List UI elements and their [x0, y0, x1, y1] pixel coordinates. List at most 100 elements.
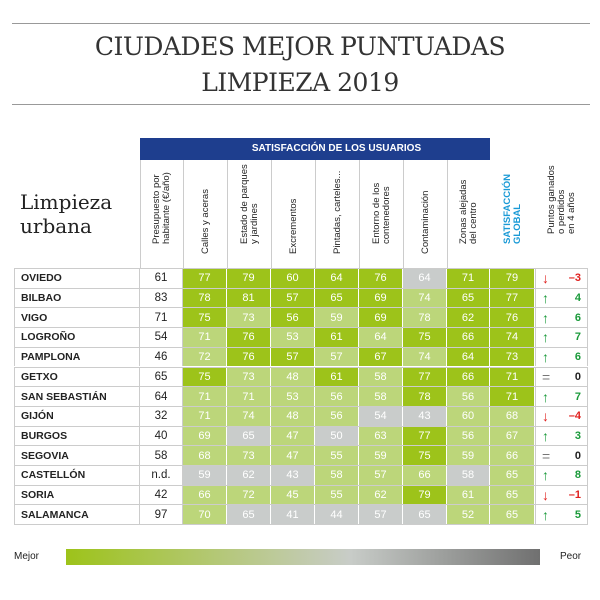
global-score-cell: 74 [490, 328, 535, 347]
budget-value: 71 [140, 308, 183, 328]
city-name: OVIEDO [14, 269, 140, 288]
score-cell: 77 [183, 269, 227, 288]
score-cell: 61 [315, 328, 359, 347]
score-cell: 59 [315, 308, 359, 328]
arrow-up-icon: ↑ [542, 290, 549, 307]
city-name: SALAMANCA [14, 505, 140, 525]
title-rule [12, 104, 590, 105]
score-cell: 64 [315, 269, 359, 288]
arrow-up-icon: ↑ [542, 309, 549, 326]
table-row: BURGOS 40 69 65 47 50 63 77 56 67 ↑ 3 [14, 425, 588, 446]
legend-gradient [66, 549, 540, 565]
score-cell: 64 [447, 347, 490, 367]
column-header-label: Pintadas, carteles... [331, 170, 343, 254]
global-score-cell: 77 [490, 288, 535, 308]
change-value: 0 [574, 370, 581, 383]
score-cell: 71 [227, 387, 271, 406]
score-cell: 72 [183, 347, 227, 367]
arrow-up-icon: ↑ [542, 349, 549, 366]
global-score-cell: 65 [490, 466, 535, 485]
table-row: BILBAO 83 78 81 57 65 69 74 65 77 ↑ 4 [14, 287, 588, 308]
score-cell: 71 [183, 387, 227, 406]
table-row: LOGROÑO 54 71 76 53 61 64 75 66 74 ↑ 7 [14, 327, 588, 347]
column-header: Puntos ganados o perdidos en 4 años [535, 160, 588, 268]
budget-value: 42 [140, 485, 183, 505]
change-value: 5 [574, 508, 581, 521]
arrow-up-icon: ↑ [542, 506, 549, 523]
city-name: SEGOVIA [14, 446, 140, 465]
city-name: GIJÓN [14, 406, 140, 426]
city-name: GETXO [14, 367, 140, 387]
score-cell: 66 [447, 367, 490, 387]
score-cell: 63 [359, 426, 403, 446]
column-header-label: Calles y aceras [199, 189, 211, 254]
score-cell: 73 [227, 308, 271, 328]
table-row: CASTELLÓN n.d. 59 62 43 58 57 66 58 65 ↑ 8 [14, 465, 588, 485]
arrow-up-icon: ↑ [542, 427, 549, 444]
score-cell: 60 [271, 269, 315, 288]
global-score-cell: 73 [490, 347, 535, 367]
change-cell: = 0 [535, 367, 588, 387]
score-cell: 58 [447, 466, 490, 485]
score-cell: 62 [447, 308, 490, 328]
budget-value: 32 [140, 406, 183, 426]
score-cell: 43 [271, 466, 315, 485]
arrow-down-icon: ↓ [542, 487, 549, 504]
column-header-label: Puntos ganados o perdidos en 4 años [545, 165, 577, 234]
score-cell: 69 [183, 426, 227, 446]
score-cell: 75 [403, 328, 447, 347]
city-name: LOGROÑO [14, 328, 140, 347]
score-cell: 73 [227, 367, 271, 387]
score-cell: 59 [183, 466, 227, 485]
score-cell: 41 [271, 505, 315, 525]
city-name: VIGO [14, 308, 140, 328]
score-cell: 64 [359, 328, 403, 347]
score-cell: 43 [403, 406, 447, 426]
score-cell: 57 [359, 505, 403, 525]
score-cell: 58 [315, 466, 359, 485]
score-cell: 71 [183, 406, 227, 426]
change-cell: ↓ –1 [535, 485, 588, 505]
score-cell: 58 [359, 367, 403, 387]
equal-icon: = [542, 368, 551, 385]
change-value: –1 [568, 489, 581, 502]
column-header-label: Zonas alejadas del centro [458, 179, 479, 244]
change-value: 4 [574, 292, 581, 305]
score-cell: 62 [359, 485, 403, 505]
score-cell: 59 [359, 446, 403, 465]
column-header-label: Entorno de los contenedores [370, 182, 392, 244]
column-header: Estado de parques y jardines [227, 160, 271, 268]
score-cell: 58 [359, 387, 403, 406]
global-score-cell: 71 [490, 367, 535, 387]
global-score-cell: 67 [490, 426, 535, 446]
column-header: Entorno de los contenedores [359, 160, 403, 268]
arrow-up-icon: ↑ [542, 467, 549, 484]
score-cell: 65 [403, 505, 447, 525]
score-cell: 77 [403, 367, 447, 387]
column-header-label: Contaminación [419, 190, 431, 254]
change-cell: ↓ –3 [535, 269, 588, 288]
score-cell: 73 [227, 446, 271, 465]
city-name: PAMPLONA [14, 347, 140, 367]
column-header: Contaminación [403, 160, 447, 268]
score-cell: 77 [403, 426, 447, 446]
change-value: 8 [574, 469, 581, 482]
change-cell: ↑ 3 [535, 426, 588, 446]
equal-icon: = [542, 447, 551, 464]
score-cell: 66 [183, 485, 227, 505]
arrow-down-icon: ↓ [542, 408, 549, 425]
score-cell: 53 [271, 387, 315, 406]
subtitle: Limpieza urbana [20, 190, 113, 238]
table-row: SEGOVIA 58 68 73 47 55 59 75 59 66 = 0 [14, 445, 588, 465]
score-cell: 48 [271, 406, 315, 426]
score-cell: 44 [315, 505, 359, 525]
title-line-2: LIMPIEZA 2019 [201, 68, 399, 97]
change-cell: ↑ 6 [535, 308, 588, 328]
budget-value: 97 [140, 505, 183, 525]
score-cell: 55 [315, 485, 359, 505]
budget-value: n.d. [140, 466, 183, 485]
change-value: 0 [574, 449, 581, 462]
budget-value: 58 [140, 446, 183, 465]
score-cell: 69 [359, 288, 403, 308]
change-cell: = 0 [535, 446, 588, 465]
